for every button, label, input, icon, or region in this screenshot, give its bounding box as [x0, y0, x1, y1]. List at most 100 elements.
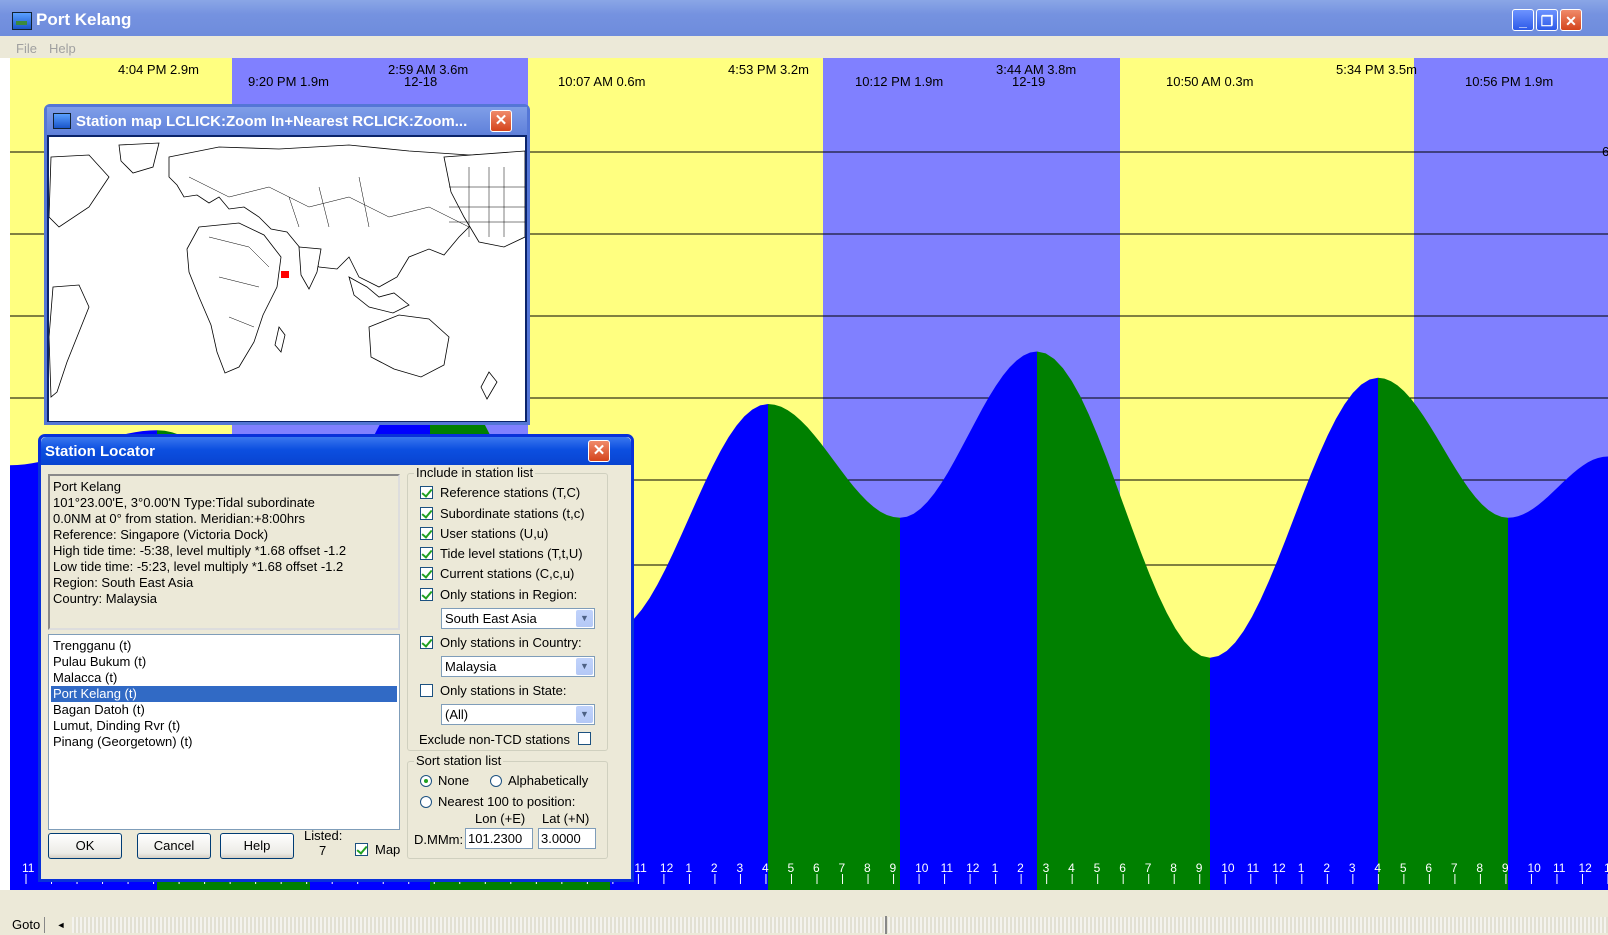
chevron-down-icon[interactable]: ▼: [576, 658, 593, 675]
station-marker: [281, 271, 289, 278]
exclude-non-tcd-checkbox[interactable]: [578, 731, 598, 747]
lat-input[interactable]: 3.0000: [538, 828, 596, 849]
horizontal-scrollbar[interactable]: [72, 917, 1608, 933]
hour-tick-label: 4: [762, 861, 769, 875]
minimize-button[interactable]: _: [1512, 9, 1534, 31]
checkbox-box[interactable]: [420, 588, 433, 601]
region-checkbox[interactable]: Only stations in Region:: [420, 587, 577, 603]
hour-tick-label: 6: [1119, 861, 1126, 875]
help-button[interactable]: Help: [220, 833, 294, 859]
list-item[interactable]: Bagan Datoh (t): [53, 702, 145, 717]
station-map-title-bar[interactable]: Station map LCLICK:Zoom In+Nearest RCLIC…: [47, 107, 527, 135]
rising-tide-segment: [900, 351, 1037, 890]
list-item[interactable]: Trengganu (t): [53, 638, 132, 653]
lon-input[interactable]: 101.2300: [465, 828, 533, 849]
radio-dot[interactable]: [490, 775, 502, 787]
country-select[interactable]: Malaysia ▼: [441, 656, 595, 677]
hour-tick-label: 6: [813, 861, 820, 875]
list-item-selected[interactable]: Port Kelang (t): [51, 686, 397, 702]
sort-alpha-radio[interactable]: Alphabetically: [490, 773, 588, 789]
hour-tick-label: 1: [685, 861, 692, 875]
checkbox-box[interactable]: [420, 684, 433, 697]
tide-event-label: 10:07 AM 0.6m: [558, 74, 645, 89]
chevron-down-icon[interactable]: ▼: [576, 610, 593, 627]
chevron-down-icon[interactable]: ▼: [576, 706, 593, 723]
axis-label-right: 6: [1602, 144, 1608, 159]
current-checkbox[interactable]: Current stations (C,c,u): [420, 566, 574, 582]
hour-tick-label: 11: [941, 861, 954, 875]
map-landmasses: [49, 142, 525, 400]
checkbox-box[interactable]: [420, 567, 433, 580]
tide-event-label: 4:53 PM 3.2m: [728, 62, 809, 77]
include-group: Include in station list Reference statio…: [407, 465, 608, 751]
state-checkbox[interactable]: Only stations in State:: [420, 683, 566, 699]
list-item[interactable]: Pulau Bukum (t): [53, 654, 147, 669]
hour-tick-label: 12: [1272, 861, 1286, 875]
ok-button[interactable]: OK: [48, 833, 122, 859]
station-list[interactable]: Trengganu (t) Pulau Bukum (t) Malacca (t…: [48, 634, 400, 830]
state-select[interactable]: (All) ▼: [441, 704, 595, 725]
hour-tick-label: 7: [1145, 861, 1152, 875]
map-checkbox[interactable]: Map: [355, 842, 400, 858]
falling-tide-segment: [768, 404, 900, 890]
scroll-left-arrow-icon[interactable]: ◄: [56, 920, 66, 930]
restore-button[interactable]: ❐: [1536, 9, 1558, 31]
tide-event-label: 9:20 PM 1.9m: [248, 74, 329, 89]
checkbox-box[interactable]: [420, 547, 433, 560]
user-checkbox[interactable]: User stations (U,u): [420, 526, 548, 542]
goto-button[interactable]: Goto: [12, 917, 46, 933]
tide-event-label: 5:34 PM 3.5m: [1336, 62, 1417, 77]
list-item[interactable]: Pinang (Georgetown) (t): [53, 734, 193, 749]
lon-label: Lon (+E): [475, 811, 526, 826]
tide-event-label: 10:56 PM 1.9m: [1465, 74, 1553, 89]
listed-count: 7: [319, 843, 327, 858]
country-checkbox[interactable]: Only stations in Country:: [420, 635, 582, 651]
checkbox-label: Tide level stations (T,t,U): [440, 546, 583, 561]
tide-level-checkbox[interactable]: Tide level stations (T,t,U): [420, 546, 583, 562]
hour-tick-label: 3: [736, 861, 743, 875]
map-checkbox-box[interactable]: [355, 843, 368, 856]
tide-event-label: 2:59 AM 3.6m: [388, 62, 468, 77]
list-item[interactable]: Lumut, Dinding Rvr (t): [53, 718, 181, 733]
hour-tick-label: 7: [839, 861, 846, 875]
region-select-value: South East Asia: [445, 611, 537, 626]
hour-tick-label: 12: [1578, 861, 1592, 875]
checkbox-box[interactable]: [420, 486, 433, 499]
menu-file[interactable]: File: [16, 41, 37, 56]
world-map[interactable]: [49, 137, 525, 421]
station-locator-title-bar[interactable]: Station Locator ✕: [41, 437, 631, 465]
hour-tick-label: 3: [1043, 861, 1050, 875]
sort-none-radio[interactable]: None: [420, 773, 469, 789]
scrollbar-thumb[interactable]: [885, 916, 887, 934]
hour-tick-label: 5: [1094, 861, 1101, 875]
checkbox-box[interactable]: [578, 732, 591, 745]
rising-tide-segment: [1508, 456, 1608, 890]
sort-nearest-radio[interactable]: Nearest 100 to position:: [420, 794, 575, 810]
radio-dot[interactable]: [420, 775, 432, 787]
window-title: Port Kelang: [36, 10, 132, 29]
reference-checkbox[interactable]: Reference stations (T,C): [420, 485, 580, 501]
hour-tick-label: 8: [864, 861, 871, 875]
hour-tick-label: 2: [1017, 861, 1024, 875]
radio-dot[interactable]: [420, 796, 432, 808]
subordinate-checkbox[interactable]: Subordinate stations (t,c): [420, 506, 585, 522]
main-title-bar: Port Kelang _ ❐ ✕: [0, 0, 1608, 36]
checkbox-box[interactable]: [420, 507, 433, 520]
list-item[interactable]: Malacca (t): [53, 670, 118, 685]
region-select[interactable]: South East Asia ▼: [441, 608, 595, 629]
hour-tick-label: 10: [915, 861, 929, 875]
checkbox-label: Current stations (C,c,u): [440, 566, 575, 581]
checkbox-label: Subordinate stations (t,c): [440, 506, 585, 521]
locator-close-button[interactable]: ✕: [588, 440, 610, 462]
map-close-button[interactable]: ✕: [490, 110, 512, 132]
hour-tick-label: 9: [890, 861, 897, 875]
checkbox-box[interactable]: [420, 636, 433, 649]
checkbox-box[interactable]: [420, 527, 433, 540]
hour-tick-label: 5: [787, 861, 794, 875]
menu-help[interactable]: Help: [49, 41, 76, 56]
close-button[interactable]: ✕: [1560, 9, 1582, 31]
map-borders: [188, 167, 525, 328]
cancel-button[interactable]: Cancel: [137, 833, 211, 859]
hour-tick-label: 1: [1298, 861, 1305, 875]
rising-tide-segment: [1210, 377, 1378, 890]
